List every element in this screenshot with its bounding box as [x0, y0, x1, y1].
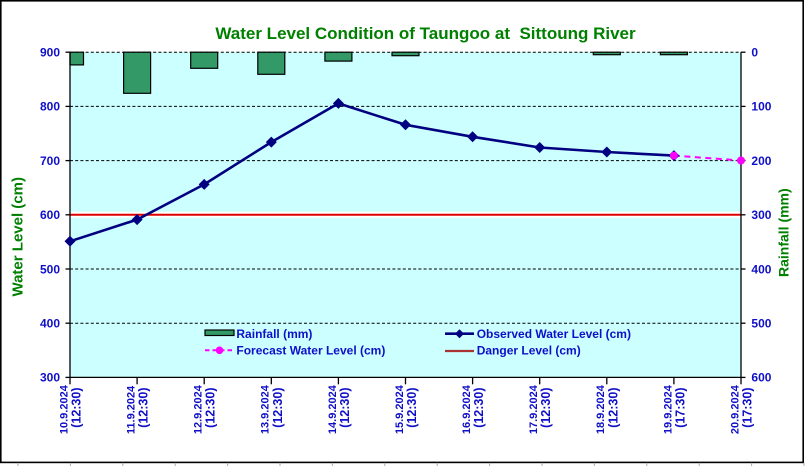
- svg-text:18.9.2024: 18.9.2024: [595, 384, 607, 434]
- svg-text:Rainfall (mm): Rainfall (mm): [236, 327, 312, 341]
- svg-text:600: 600: [751, 371, 771, 385]
- svg-text:(17:30): (17:30): [673, 388, 687, 428]
- svg-text:(12:30): (12:30): [137, 388, 151, 428]
- svg-text:20.9.2024: 20.9.2024: [729, 384, 741, 434]
- svg-text:Forecast Water Level (cm): Forecast Water Level (cm): [236, 344, 385, 358]
- svg-text:900: 900: [40, 46, 60, 60]
- svg-text:Rainfall (mm): Rainfall (mm): [775, 188, 791, 277]
- svg-text:400: 400: [40, 317, 60, 331]
- svg-text:19.9.2024: 19.9.2024: [662, 384, 674, 434]
- svg-text:15.9.2024: 15.9.2024: [394, 384, 406, 434]
- svg-text:0: 0: [751, 46, 758, 60]
- svg-text:400: 400: [751, 262, 771, 276]
- svg-text:700: 700: [40, 154, 60, 168]
- svg-text:16.9.2024: 16.9.2024: [461, 384, 473, 434]
- svg-text:(12:30): (12:30): [405, 388, 419, 428]
- svg-text:(12:30): (12:30): [539, 388, 553, 428]
- svg-text:Water Level Condition of Taung: Water Level Condition of Taungoo at Sitt…: [215, 24, 636, 43]
- svg-text:13.9.2024: 13.9.2024: [260, 384, 272, 434]
- svg-text:800: 800: [40, 100, 60, 114]
- svg-text:300: 300: [751, 208, 771, 222]
- svg-text:(12:30): (12:30): [338, 388, 352, 428]
- svg-text:(12:30): (12:30): [606, 388, 620, 428]
- svg-text:200: 200: [751, 154, 771, 168]
- svg-text:Danger Level (cm): Danger Level (cm): [477, 344, 581, 358]
- svg-text:(12:30): (12:30): [271, 388, 285, 428]
- svg-text:(17:30): (17:30): [741, 388, 755, 428]
- svg-text:500: 500: [751, 317, 771, 331]
- svg-text:11.9.2024: 11.9.2024: [126, 385, 138, 434]
- svg-text:Water Level (cm): Water Level (cm): [10, 177, 27, 296]
- svg-text:600: 600: [40, 208, 60, 222]
- svg-text:100: 100: [751, 100, 771, 114]
- svg-text:500: 500: [40, 262, 60, 276]
- svg-text:Observed Water Level (cm): Observed Water Level (cm): [477, 327, 631, 341]
- svg-text:(12:30): (12:30): [204, 388, 218, 428]
- svg-text:(12:30): (12:30): [70, 388, 84, 428]
- svg-text:10.9.2024: 10.9.2024: [58, 384, 70, 434]
- svg-text:17.9.2024: 17.9.2024: [528, 384, 540, 434]
- svg-text:300: 300: [40, 371, 60, 385]
- svg-text:14.9.2024: 14.9.2024: [327, 384, 339, 434]
- svg-text:(12:30): (12:30): [472, 388, 486, 428]
- svg-text:12.9.2024: 12.9.2024: [193, 384, 205, 434]
